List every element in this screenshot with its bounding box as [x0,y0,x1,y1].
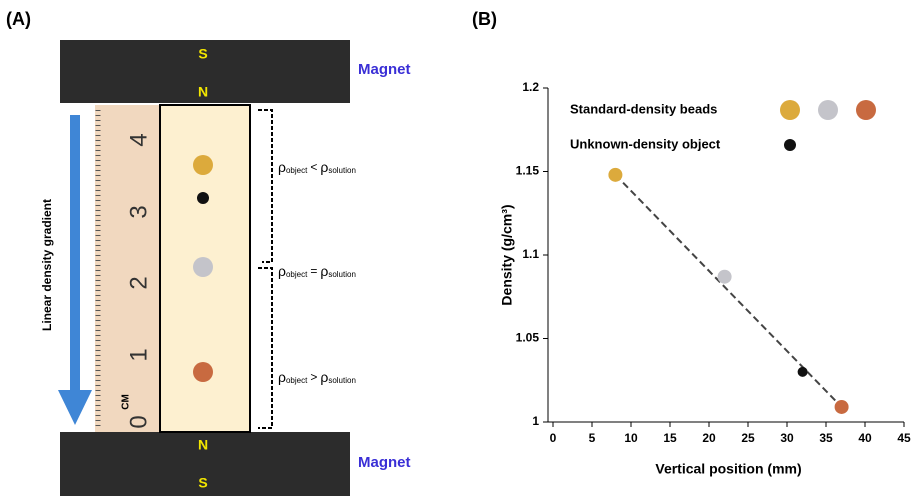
subscript: object [286,270,308,279]
pole: N [198,437,208,453]
legend-label: Unknown-density object [570,136,721,151]
rho: ρ [320,159,328,175]
ruler-label: 1 [125,348,152,361]
rho: ρ [278,159,286,175]
subscript: solution [328,376,356,385]
ruler-label: 2 [125,276,152,289]
bead [193,257,213,277]
y-tick-label: 1.05 [516,331,540,345]
y-axis-label: Density (g/cm³) [499,204,515,305]
rho: ρ [278,263,286,279]
ruler [95,105,160,432]
x-tick-label: 30 [780,431,794,445]
legend-icon [856,100,876,120]
x-tick-label: 25 [741,431,755,445]
gradient-arrow [58,115,92,425]
ruler-label: 0 [125,415,152,428]
chart-title: (B) [472,9,497,29]
pole: N [198,84,208,100]
point [835,400,849,414]
gradient-label: Linear density gradient [40,199,54,331]
y-tick-label: 1.1 [522,247,539,261]
point [608,168,622,182]
pole: S [198,475,207,491]
annotation: ρobject=ρsolution [278,263,356,279]
magnet-label: Magnet [358,454,411,471]
object [197,192,209,204]
subscript: solution [328,166,356,175]
rho: ρ [278,369,286,385]
panel-label: (A) [6,9,31,29]
y-tick-label: 1 [532,414,539,428]
operator: > [310,370,317,384]
figure: (A) S N Magnet N S Magnet 4 3 2 1 0 CM L… [0,0,912,496]
point [718,270,732,284]
ruler-label: 3 [125,205,152,218]
annotation: ρobject>ρsolution [278,369,356,385]
bead [193,362,213,382]
subscript: solution [328,270,356,279]
brackets [258,110,272,428]
annotations: ρobject<ρsolutionρobject=ρsolutionρobjec… [278,159,356,385]
subscript: object [286,166,308,175]
subscript: object [286,376,308,385]
legend-icon [780,100,800,120]
pole: S [198,46,207,62]
y-tick-label: 1.15 [516,164,540,178]
operator: = [310,264,317,278]
x-tick-label: 35 [819,431,833,445]
bead [193,155,213,175]
legend-icon [818,100,838,120]
x-tick-label: 10 [624,431,638,445]
operator: < [310,160,317,174]
y-tick-label: 1.2 [522,80,539,94]
x-tick-label: 5 [589,431,596,445]
ruler-unit: CM [121,394,132,410]
ruler-label: 4 [125,133,152,146]
x-tick-label: 0 [550,431,557,445]
annotation: ρobject<ρsolution [278,159,356,175]
magnet-label: Magnet [358,61,411,78]
rho: ρ [320,263,328,279]
point [798,367,808,377]
legend-label: Standard-density beads [570,101,717,116]
x-tick-label: 40 [858,431,872,445]
x-tick-label: 45 [897,431,911,445]
x-tick-label: 15 [663,431,677,445]
legend-icon [784,139,796,151]
rho: ρ [320,369,328,385]
trendline [615,175,841,407]
x-axis-label: Vertical position (mm) [655,461,801,477]
x-tick-label: 20 [702,431,716,445]
